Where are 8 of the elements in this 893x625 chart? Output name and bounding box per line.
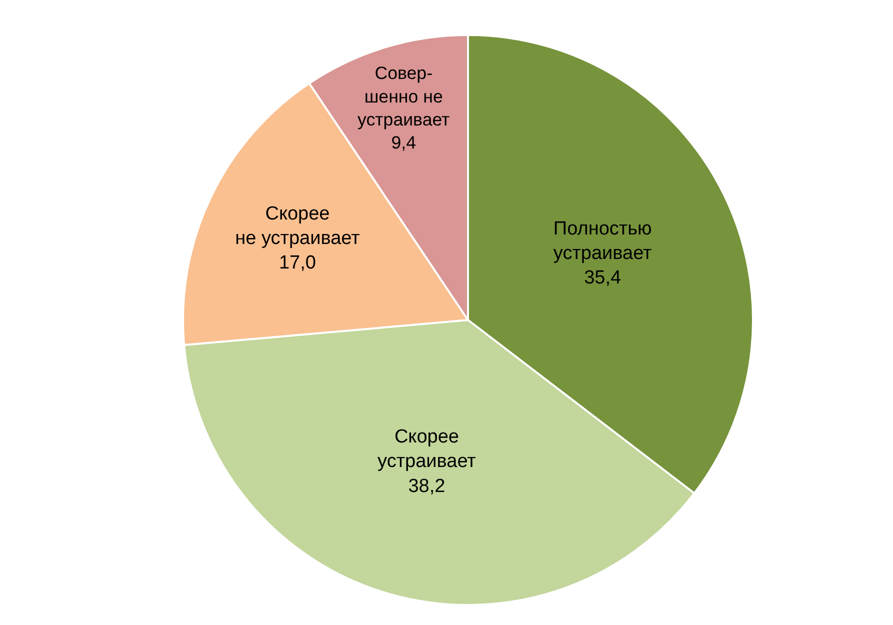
data-label: 38,2 bbox=[408, 476, 446, 497]
slice-label: Совер- шенно не устраивает bbox=[358, 63, 450, 130]
slice-label: Скорее не устраивает bbox=[235, 203, 360, 250]
slice-label: Полностью устраивает bbox=[553, 218, 652, 264]
slice-label: Скорее устраивает bbox=[378, 426, 476, 472]
data-label: 17,0 bbox=[278, 252, 316, 274]
data-label: 35,4 bbox=[584, 268, 622, 289]
data-label: 9,4 bbox=[391, 132, 416, 153]
